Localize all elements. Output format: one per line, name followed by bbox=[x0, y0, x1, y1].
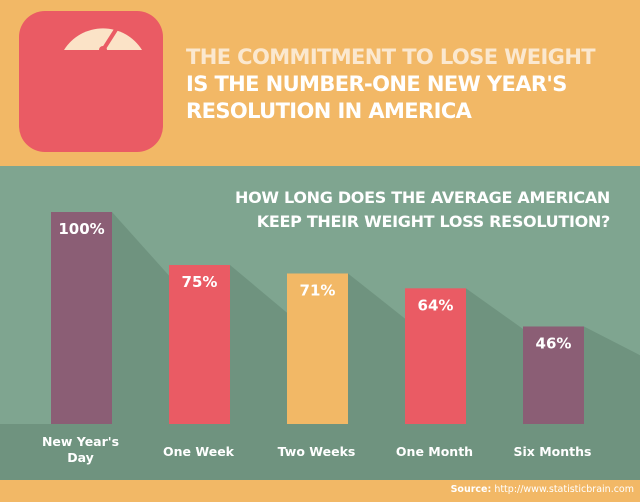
data-label: 64% bbox=[418, 296, 454, 314]
chart-title-line-2: KEEP THEIR WEIGHT LOSS RESOLUTION? bbox=[256, 212, 611, 231]
category-tick-label: New Year's bbox=[42, 434, 119, 449]
data-label: 100% bbox=[58, 220, 104, 238]
source-label: Source: bbox=[450, 484, 492, 495]
category-strip bbox=[0, 424, 640, 480]
data-label: 46% bbox=[536, 334, 572, 352]
scale-needle bbox=[101, 26, 119, 52]
page-title: THE COMMITMENT TO LOSE WEIGHT IS THE NUM… bbox=[186, 44, 626, 125]
data-label: 75% bbox=[182, 273, 218, 291]
bars bbox=[51, 212, 584, 424]
source-credit: Source: http://www.statisticbrain.com bbox=[451, 484, 634, 495]
title-line-1: THE COMMITMENT TO LOSE WEIGHT bbox=[186, 45, 596, 69]
bathroom-scale-icon bbox=[19, 11, 163, 152]
scale-dial bbox=[64, 28, 142, 50]
chart-title: HOW LONG DOES THE AVERAGE AMERICAN KEEP … bbox=[190, 186, 610, 234]
title-line-3: RESOLUTION IN AMERICA bbox=[186, 99, 472, 123]
category-tick-label: One Week bbox=[163, 444, 235, 459]
bar bbox=[523, 326, 584, 424]
source-url: http://www.statisticbrain.com bbox=[494, 484, 634, 495]
scale-pivot bbox=[99, 46, 107, 54]
chart-title-line-1: HOW LONG DOES THE AVERAGE AMERICAN bbox=[234, 188, 610, 207]
title-line-2: IS THE NUMBER-ONE NEW YEAR'S bbox=[186, 72, 567, 96]
bar bbox=[287, 273, 348, 424]
data-label: 71% bbox=[300, 281, 336, 299]
bar bbox=[51, 212, 112, 424]
bar bbox=[169, 265, 230, 424]
category-tick-label: Day bbox=[67, 450, 94, 465]
category-tick-label: One Month bbox=[396, 444, 473, 459]
category-tick-label: Six Months bbox=[514, 444, 592, 459]
bar-shadow bbox=[584, 326, 640, 424]
source-footer: Source: http://www.statisticbrain.com bbox=[0, 480, 640, 502]
category-tick-label: Two Weeks bbox=[278, 444, 356, 459]
header-banner: THE COMMITMENT TO LOSE WEIGHT IS THE NUM… bbox=[0, 0, 640, 166]
bar bbox=[405, 288, 466, 424]
value-labels: 100% 75% 71% 64% 46% bbox=[58, 220, 571, 352]
